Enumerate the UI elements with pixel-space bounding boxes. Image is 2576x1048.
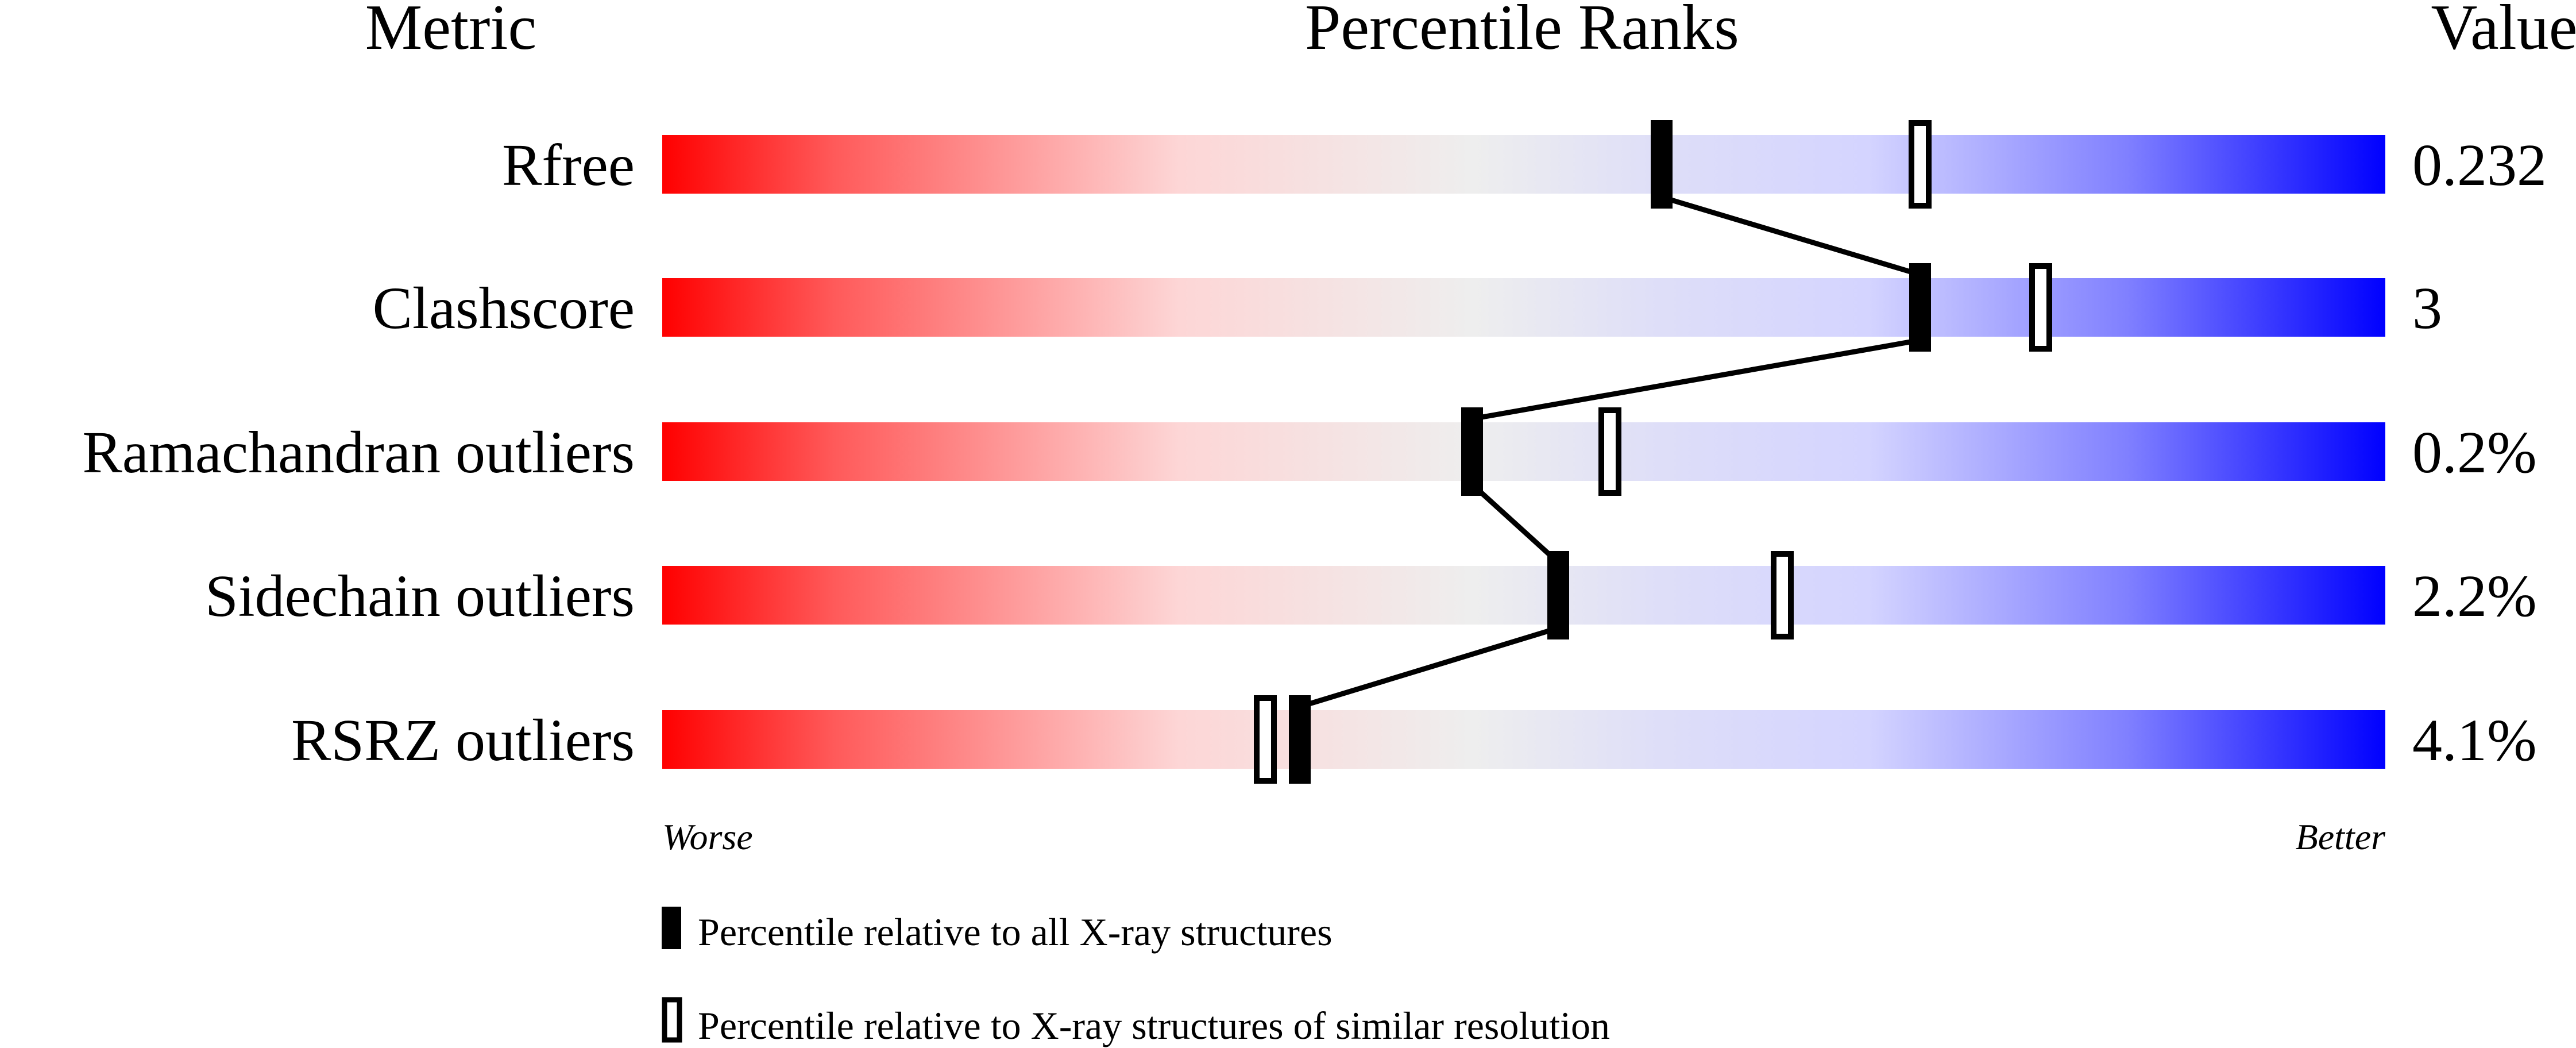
- connector-line: [1299, 625, 1559, 710]
- header-value: Value: [2431, 0, 2576, 63]
- metric-value-sidechain-outliers: 2.2%: [2412, 563, 2537, 629]
- metric-label-clashscore: Clashscore: [373, 275, 635, 341]
- metric-label-ramachandran-outliers: Ramachandran outliers: [82, 419, 635, 486]
- marker-all-rfree: [1651, 120, 1673, 209]
- marker-similar-rsrz-outliers: [1254, 695, 1277, 784]
- legend-filled-marker-icon: [662, 907, 681, 949]
- connector-lines: [1299, 194, 1921, 710]
- header-percentile-ranks: Percentile Ranks: [1305, 0, 1739, 63]
- metric-label-rsrz-outliers: RSRZ outliers: [291, 707, 635, 773]
- axis-better-label: Better: [2296, 816, 2386, 857]
- slider-bar-ramachandran-outliers: [662, 422, 2385, 481]
- slider-bar-clashscore: [662, 278, 2385, 337]
- connector-line: [1660, 194, 1921, 278]
- slider-bar-sidechain-outliers: [662, 566, 2385, 625]
- axis-worse-label: Worse: [662, 816, 753, 857]
- metric-rows: Rfree 0.232 Clashscore 3 Ramachandran outlie…: [82, 132, 2547, 773]
- metric-value-ramachandran-outliers: 0.2%: [2412, 419, 2537, 486]
- marker-similar-ramachandran-outliers: [1598, 407, 1621, 496]
- metric-value-rfree: 0.232: [2412, 132, 2547, 198]
- header-metric: Metric: [365, 0, 537, 63]
- slider-bar-rfree: [662, 135, 2385, 194]
- legend-similar-label: Percentile relative to X-ray structures …: [698, 1004, 1610, 1047]
- slider-bar-rsrz-outliers: [662, 710, 2385, 769]
- marker-all-sidechain-outliers: [1547, 551, 1569, 639]
- metric-label-sidechain-outliers: Sidechain outliers: [205, 563, 635, 629]
- marker-all-ramachandran-outliers: [1461, 407, 1483, 496]
- marker-similar-rfree: [1909, 120, 1932, 209]
- marker-all-rsrz-outliers: [1289, 695, 1311, 784]
- metric-value-rsrz-outliers: 4.1%: [2412, 707, 2537, 773]
- markers: [1254, 120, 2052, 784]
- legend-all-label: Percentile relative to all X-ray structu…: [698, 910, 1333, 954]
- connector-line: [1472, 337, 1921, 422]
- marker-similar-clashscore: [2029, 263, 2052, 352]
- metric-label-rfree: Rfree: [502, 132, 635, 198]
- connector-line: [1470, 482, 1561, 565]
- metric-value-clashscore: 3: [2412, 275, 2442, 341]
- marker-all-clashscore: [1909, 263, 1931, 352]
- legend-open-marker-icon: [662, 997, 682, 1043]
- marker-similar-sidechain-outliers: [1771, 551, 1794, 639]
